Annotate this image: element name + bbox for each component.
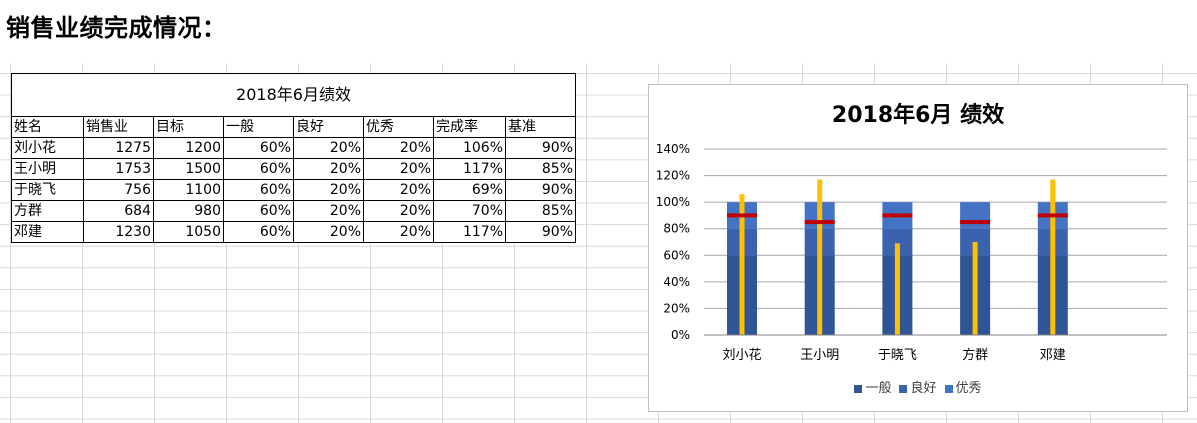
table-name-cell[interactable]: 王小明 (12, 159, 84, 180)
table-title[interactable]: 2018年6月绩效 (12, 74, 576, 117)
benchmark-marker (727, 213, 757, 217)
y-tick-label: 40% (663, 275, 690, 289)
table-value-cell[interactable]: 980 (154, 201, 224, 222)
x-category-label: 王小明 (800, 348, 839, 363)
table-value-cell[interactable]: 1230 (84, 222, 154, 243)
table-value-cell[interactable]: 60% (224, 180, 294, 201)
table-value-cell[interactable]: 1050 (154, 222, 224, 243)
table-header-cell[interactable]: 姓名 (12, 117, 84, 138)
table-header-cell[interactable]: 一般 (224, 117, 294, 138)
table-value-cell[interactable]: 20% (294, 201, 364, 222)
table-value-cell[interactable]: 20% (294, 138, 364, 159)
table-value-cell[interactable]: 756 (84, 180, 154, 201)
table-value-cell[interactable]: 117% (434, 159, 506, 180)
legend-swatch (854, 385, 862, 393)
legend-swatch (899, 385, 907, 393)
y-tick-label: 0% (671, 328, 690, 342)
chart-svg: 2018年6月 绩效 0% 20% 40% 60% 80% 100% 120% 140% 刘小花 王… (649, 85, 1187, 411)
chart-legend: 一般 良好 优秀 (649, 377, 1187, 396)
table-header-cell[interactable]: 优秀 (364, 117, 434, 138)
table-row: 王小明 1753 1500 60% 20% 20% 117% 85% (12, 159, 576, 180)
table-value-cell[interactable]: 60% (224, 159, 294, 180)
table-name-cell[interactable]: 方群 (12, 201, 84, 222)
table-value-cell[interactable]: 106% (434, 138, 506, 159)
table-value-cell[interactable]: 1200 (154, 138, 224, 159)
table-value-cell[interactable]: 684 (84, 201, 154, 222)
x-category-label: 刘小花 (722, 347, 761, 363)
table-value-cell[interactable]: 90% (506, 222, 576, 243)
table-value-cell[interactable]: 1275 (84, 138, 154, 159)
table-header-cell[interactable]: 目标 (154, 117, 224, 138)
table-name-cell[interactable]: 邓建 (12, 222, 84, 243)
table-value-cell[interactable]: 20% (364, 138, 434, 159)
table-row: 邓建 1230 1050 60% 20% 20% 117% 90% (12, 222, 576, 243)
table-value-cell[interactable]: 20% (294, 159, 364, 180)
table-name-cell[interactable]: 于晓飞 (12, 180, 84, 201)
benchmark-marker (1038, 213, 1068, 217)
y-tick-label: 80% (663, 222, 690, 236)
benchmark-marker (882, 213, 912, 217)
performance-chart[interactable]: 2018年6月 绩效 0% 20% 40% 60% 80% 100% 120% 140% 刘小花 王… (648, 84, 1188, 412)
table-row: 于晓飞 756 1100 60% 20% 20% 69% 90% (12, 180, 576, 201)
completion-rate-bar (817, 180, 822, 335)
x-category-label: 于晓飞 (878, 348, 917, 363)
legend-item[interactable]: 良好 (899, 377, 936, 396)
legend-label: 优秀 (956, 381, 982, 396)
table-value-cell[interactable]: 1500 (154, 159, 224, 180)
table-value-cell[interactable]: 90% (506, 138, 576, 159)
table-value-cell[interactable]: 90% (506, 180, 576, 201)
benchmark-marker (805, 220, 835, 224)
completion-rate-bar (1050, 180, 1055, 335)
y-tick-label: 120% (656, 169, 690, 183)
table-value-cell[interactable]: 60% (224, 201, 294, 222)
table-value-cell[interactable]: 1100 (154, 180, 224, 201)
table-row: 方群 684 980 60% 20% 20% 70% 85% (12, 201, 576, 222)
table-header-cell[interactable]: 基准 (506, 117, 576, 138)
table-header-cell[interactable]: 完成率 (434, 117, 506, 138)
legend-swatch (945, 385, 953, 393)
x-category-label: 方群 (962, 347, 988, 363)
legend-label: 一般 (865, 381, 891, 396)
table-value-cell[interactable]: 20% (364, 201, 434, 222)
chart-title: 2018年6月 绩效 (832, 102, 1004, 128)
table-name-cell[interactable]: 刘小花 (12, 138, 84, 159)
legend-item[interactable]: 一般 (854, 377, 891, 396)
table-value-cell[interactable]: 60% (224, 222, 294, 243)
y-tick-label: 100% (656, 195, 690, 209)
legend-item[interactable]: 优秀 (945, 377, 982, 396)
table-value-cell[interactable]: 20% (364, 159, 434, 180)
table-value-cell[interactable]: 69% (434, 180, 506, 201)
x-category-label: 邓建 (1040, 348, 1066, 363)
table-value-cell[interactable]: 20% (294, 180, 364, 201)
table-value-cell[interactable]: 20% (294, 222, 364, 243)
table-value-cell[interactable]: 85% (506, 159, 576, 180)
page-heading: 销售业绩完成情况： (6, 8, 227, 43)
table-header-cell[interactable]: 良好 (294, 117, 364, 138)
performance-table: 2018年6月绩效 姓名 销售业 目标 一般 良好 优秀 完成率 基准 刘小花 1275 1200 6… (11, 73, 576, 243)
table-value-cell[interactable]: 85% (506, 201, 576, 222)
benchmark-marker (960, 220, 990, 224)
bar-segment-优秀 (960, 202, 990, 229)
table-value-cell[interactable]: 70% (434, 201, 506, 222)
legend-label: 良好 (910, 381, 936, 396)
completion-rate-bar (973, 242, 978, 335)
table-row: 刘小花 1275 1200 60% 20% 20% 106% 90% (12, 138, 576, 159)
table-value-cell[interactable]: 20% (364, 180, 434, 201)
table-value-cell[interactable]: 1753 (84, 159, 154, 180)
y-tick-label: 140% (656, 142, 690, 156)
table-value-cell[interactable]: 117% (434, 222, 506, 243)
table-value-cell[interactable]: 20% (364, 222, 434, 243)
table-header-row: 姓名 销售业 目标 一般 良好 优秀 完成率 基准 (12, 117, 576, 138)
completion-rate-bar (895, 243, 900, 335)
y-tick-label: 20% (663, 301, 690, 315)
table-value-cell[interactable]: 60% (224, 138, 294, 159)
table-header-cell[interactable]: 销售业 (84, 117, 154, 138)
y-tick-label: 60% (663, 248, 690, 262)
